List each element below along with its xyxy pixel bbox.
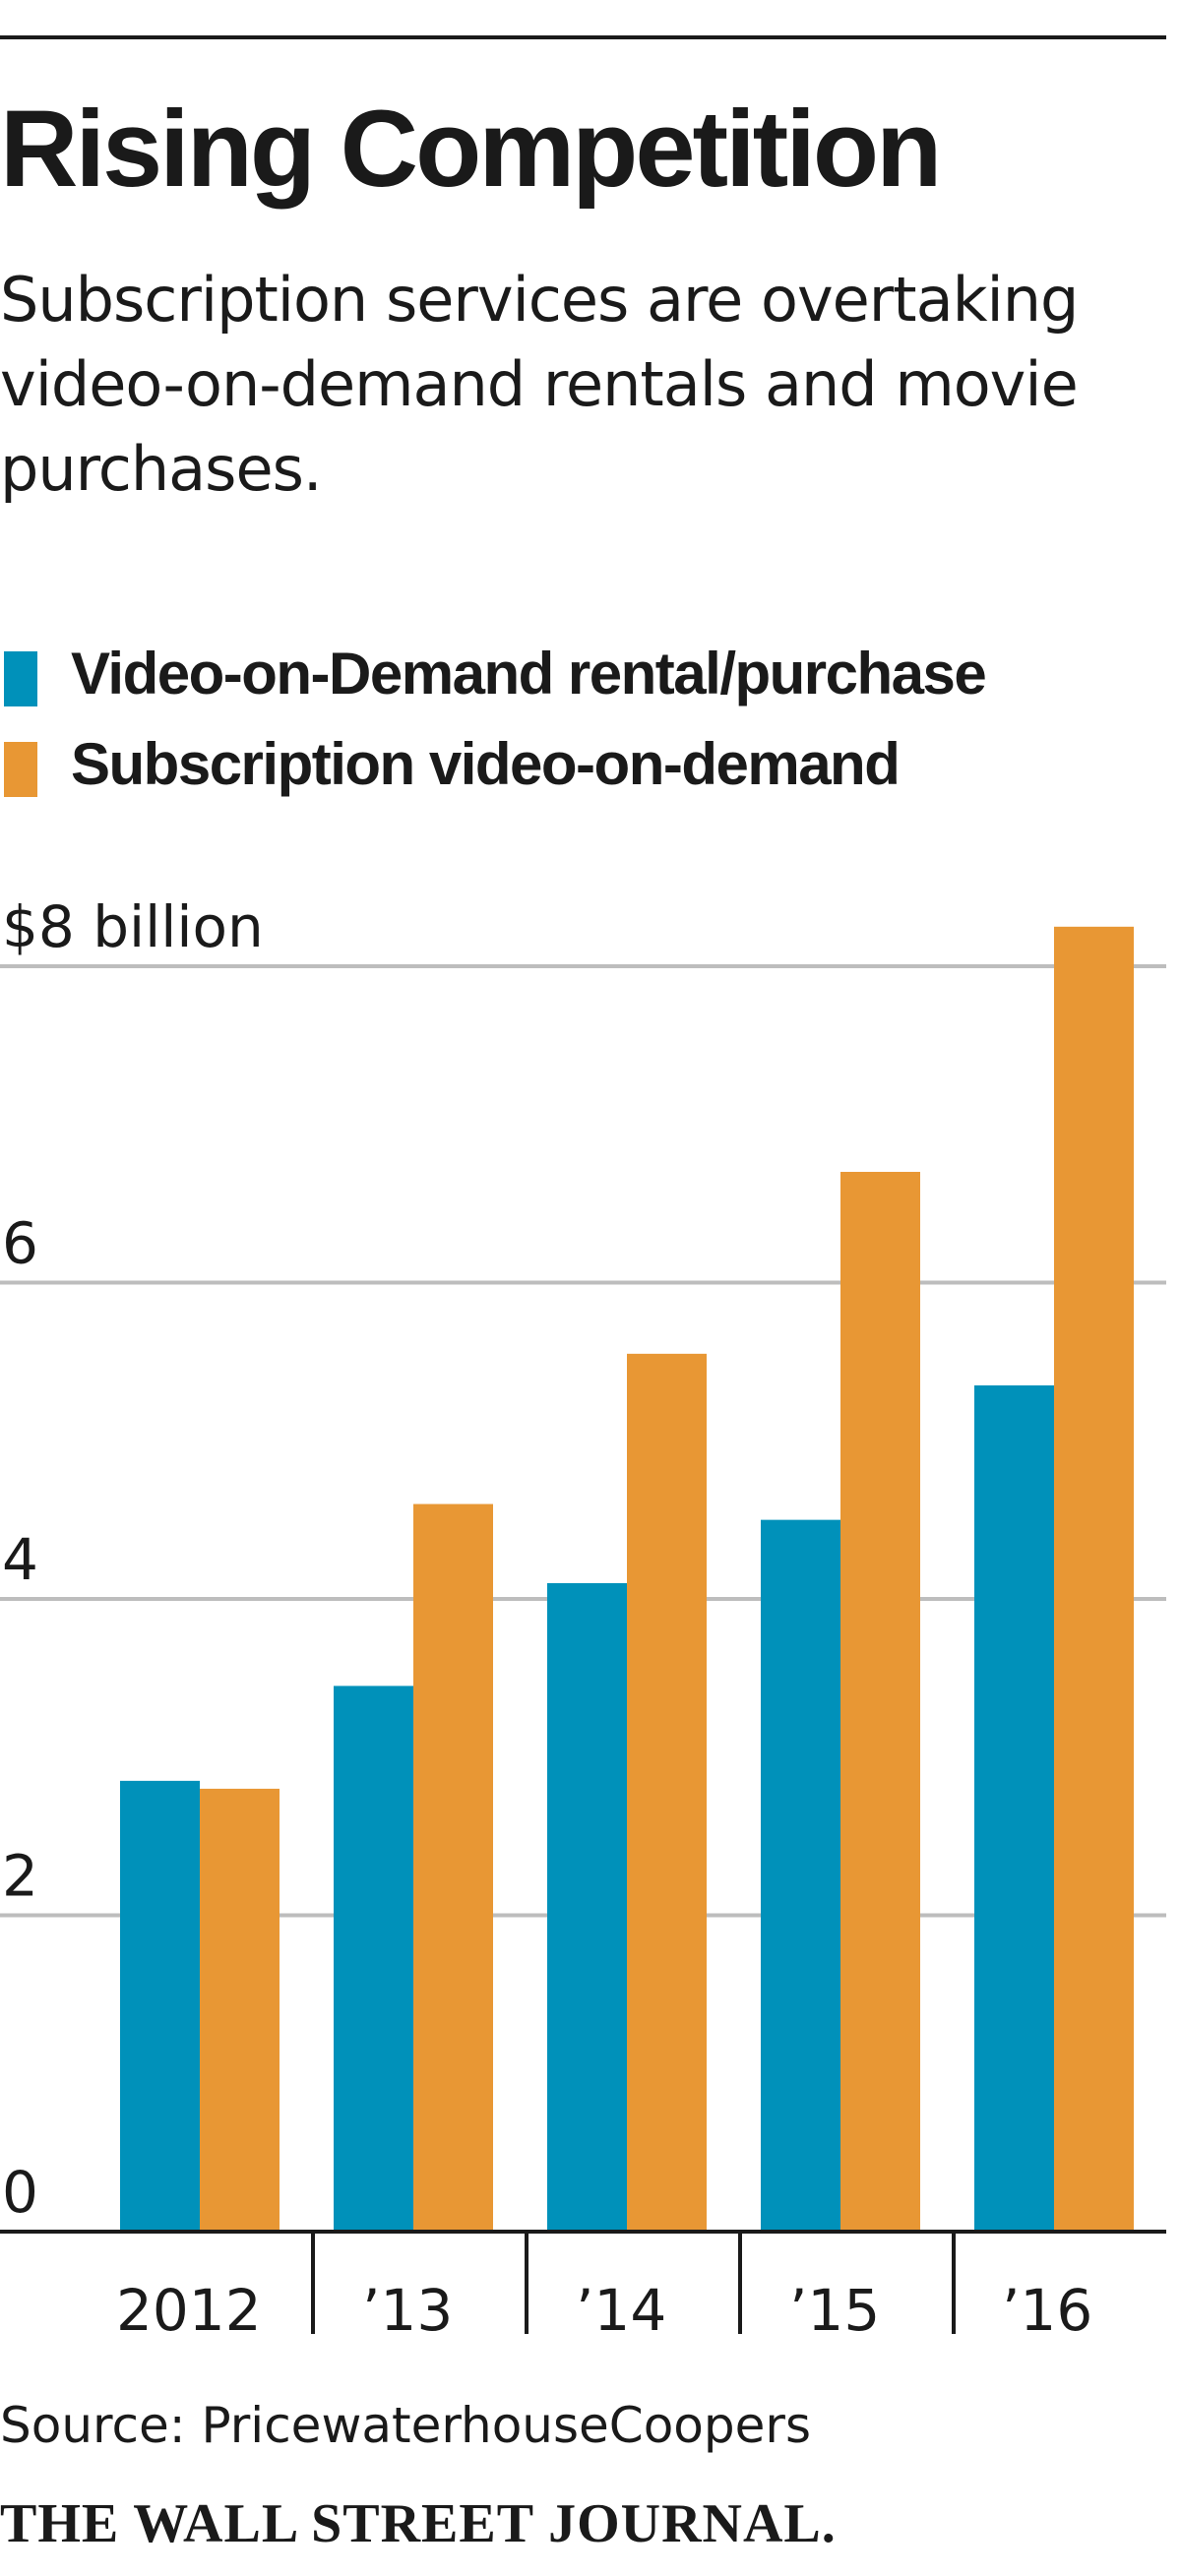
legend-swatch-subscription — [4, 742, 37, 797]
x-tick-label-2: ’14 — [576, 2277, 666, 2344]
publisher-logo: THE WALL STREET JOURNAL. — [0, 2493, 837, 2554]
bar-rental-3 — [761, 1519, 840, 2232]
bar-subscription-1 — [413, 1503, 493, 2232]
bar-subscription-4 — [1054, 926, 1134, 2232]
top-rule — [0, 35, 1166, 39]
bar-subscription-2 — [627, 1353, 707, 2232]
legend-label-rental: Video-on-Demand rental/purchase — [71, 641, 987, 706]
x-tick-label-3: ’15 — [789, 2277, 880, 2344]
bar-rental-1 — [334, 1686, 413, 2232]
legend-item-rental: Video-on-Demand rental/purchase — [0, 630, 1171, 718]
x-tick-label-4: ’16 — [1002, 2277, 1092, 2344]
legend-swatch-rental — [4, 651, 37, 706]
bar-rental-2 — [547, 1582, 627, 2232]
chart-subtitle: Subscription services are overtaking vid… — [0, 264, 1079, 505]
bar-rental-0 — [120, 1780, 200, 2232]
y-tick-label-6: 6 — [2, 1210, 38, 1277]
y-tick-label-0: 0 — [2, 2159, 38, 2226]
bar-subscription-3 — [840, 1171, 920, 2232]
source-note: Source: PricewaterhouseCoopers — [0, 2397, 811, 2454]
bar-rental-4 — [974, 1384, 1054, 2232]
x-tick-label-0: 2012 — [116, 2277, 262, 2344]
legend-item-subscription: Subscription video-on-demand — [0, 720, 1171, 809]
bar-subscription-0 — [200, 1788, 280, 2232]
y-tick-label-8: $8 billion — [2, 893, 264, 960]
y-tick-label-2: 2 — [2, 1843, 38, 1910]
chart-title: Rising Competition — [0, 89, 942, 210]
y-tick-label-4: 4 — [2, 1526, 38, 1593]
legend-label-subscription: Subscription video-on-demand — [71, 731, 901, 797]
x-tick-label-1: ’13 — [362, 2277, 453, 2344]
